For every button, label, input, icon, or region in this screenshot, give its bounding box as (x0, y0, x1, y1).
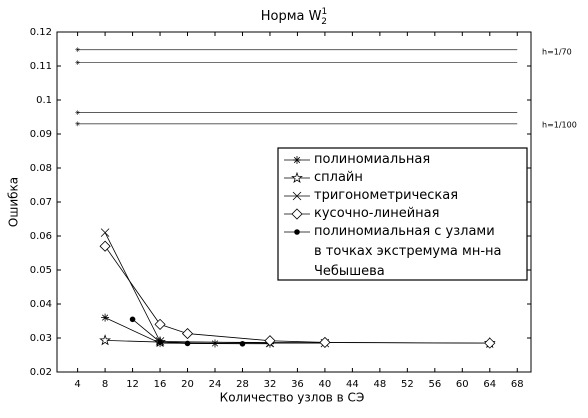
x-tick-label: 32 (264, 379, 277, 390)
y-tick-label: 0.04 (30, 299, 52, 310)
marker-stroke (75, 110, 80, 115)
marker (101, 313, 110, 322)
y-tick-label: 0.06 (30, 231, 52, 242)
marker (99, 334, 112, 346)
legend-label: тригонометрическая (314, 188, 459, 203)
x-tick-label: 24 (209, 379, 222, 390)
legend-box (277, 147, 528, 281)
x-tick-label: 20 (181, 379, 194, 390)
y-tick-label: 0.1 (36, 95, 52, 106)
marker-shape (184, 340, 191, 347)
marker-shape (294, 229, 300, 235)
y-tick-label: 0.07 (30, 197, 52, 208)
y-tick-label: 0.11 (30, 61, 52, 72)
x-tick-label: 56 (428, 379, 441, 390)
annotation: h=1/70 (542, 48, 572, 57)
title-text: Норма W (261, 9, 322, 24)
marker (319, 336, 331, 348)
x-tick-label: 64 (483, 379, 496, 390)
marker-shape (129, 316, 136, 323)
marker (75, 121, 81, 127)
marker-stroke (75, 60, 80, 65)
marker-shape (319, 336, 331, 348)
marker-shape (264, 335, 276, 347)
marker-shape (99, 334, 112, 346)
x-tick-label: 36 (291, 379, 304, 390)
annotation: h=1/100 (542, 121, 577, 130)
marker-stroke (102, 314, 109, 321)
marker (291, 171, 303, 184)
marker-shape (181, 328, 194, 340)
marker-stroke (75, 47, 80, 52)
marker (264, 335, 276, 347)
series-line (104, 245, 490, 344)
marker (292, 191, 302, 201)
legend (277, 147, 528, 281)
series-line (104, 232, 325, 344)
marker-stroke (75, 121, 80, 126)
title-sup: 1 (322, 7, 328, 17)
x-tick-label: 12 (126, 379, 139, 390)
y-tick-label: 0.09 (30, 129, 52, 140)
marker (291, 208, 303, 220)
marker-shape (291, 208, 303, 220)
y-axis-label: Ошибка (7, 177, 21, 227)
x-tick-label: 48 (374, 379, 387, 390)
marker (100, 228, 110, 237)
y-tick-label: 0.08 (30, 163, 52, 174)
x-tick-label: 68 (511, 379, 524, 390)
marker-shape (157, 339, 163, 345)
title-sub: 2 (321, 17, 327, 27)
marker (75, 47, 81, 53)
marker (157, 339, 163, 345)
x-tick-label: 4 (74, 379, 80, 390)
marker-shape (291, 171, 303, 184)
marker-stroke (293, 156, 301, 164)
marker (99, 240, 111, 252)
x-tick-label: 8 (102, 379, 108, 390)
y-tick-label: 0.05 (30, 265, 52, 276)
legend-label: кусочно-линейная (314, 206, 440, 221)
x-tick-label: 60 (456, 379, 469, 390)
marker-shape (484, 337, 496, 349)
series-line (132, 318, 243, 345)
chart-title: Норма W1 2 (261, 7, 327, 27)
x-tick-label: 40 (319, 379, 332, 390)
legend-label: полиномиальная с узлами в точках экстрем… (314, 224, 502, 279)
marker (181, 328, 194, 340)
marker (484, 337, 496, 349)
x-tick-label: 28 (236, 379, 249, 390)
y-tick-label: 0.12 (30, 27, 52, 38)
marker (294, 229, 300, 235)
x-tick-label: 52 (401, 379, 414, 390)
marker-shape (154, 318, 166, 330)
marker (154, 318, 166, 330)
marker (75, 60, 81, 65)
legend-label: сплайн (314, 170, 363, 185)
marker (184, 340, 191, 347)
marker (129, 316, 136, 323)
legend-label: полиномиальная (314, 152, 431, 167)
marker (293, 156, 301, 164)
y-tick-label: 0.03 (30, 333, 52, 344)
marker-shape (99, 240, 111, 252)
x-axis-label: Количество узлов в СЭ (220, 391, 365, 405)
y-tick-label: 0.02 (30, 367, 52, 378)
marker-shape (239, 340, 246, 347)
marker-stroke (100, 228, 110, 237)
x-tick-label: 44 (346, 379, 359, 390)
marker (239, 340, 246, 347)
marker (75, 110, 81, 115)
marker-stroke (292, 191, 302, 201)
x-tick-label: 16 (154, 379, 167, 390)
